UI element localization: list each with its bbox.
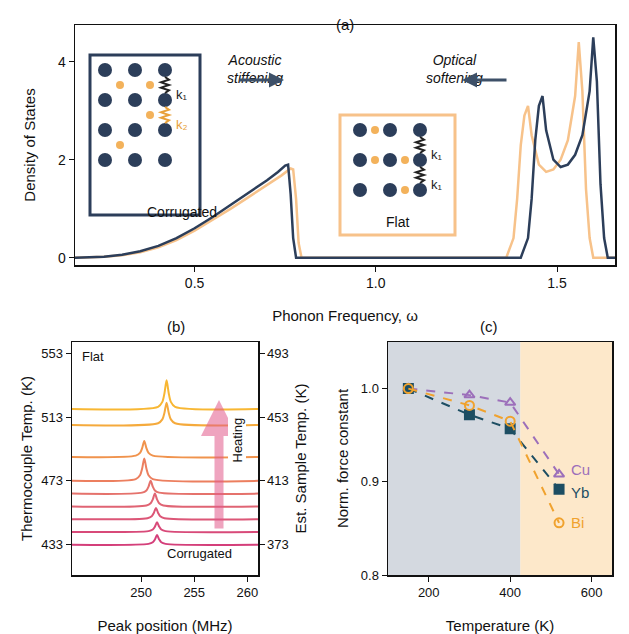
svg-text:Heating: Heating [230, 418, 245, 463]
svg-text:1.5: 1.5 [547, 275, 567, 291]
svg-text:553: 553 [41, 346, 63, 361]
svg-text:2: 2 [58, 152, 66, 168]
svg-text:k₂: k₂ [176, 117, 188, 132]
svg-text:Opticalsoftening: Opticalsoftening [426, 52, 483, 86]
svg-text:Flat: Flat [82, 349, 104, 364]
svg-text:1.0: 1.0 [366, 275, 386, 291]
svg-text:1.0: 1.0 [361, 381, 379, 396]
svg-text:Phonon Frequency, ω: Phonon Frequency, ω [272, 307, 418, 324]
svg-text:493: 493 [267, 346, 289, 361]
svg-text:Temperature (K): Temperature (K) [446, 617, 554, 634]
svg-text:Acousticstiffening: Acousticstiffening [227, 52, 283, 86]
svg-text:373: 373 [267, 537, 289, 552]
svg-text:Yb: Yb [571, 484, 589, 501]
svg-text:Thermocouple Temp. (K): Thermocouple Temp. (K) [18, 376, 35, 541]
svg-text:400: 400 [499, 585, 521, 600]
svg-text:0: 0 [58, 250, 66, 266]
svg-text:Peak position (MHz): Peak position (MHz) [97, 617, 232, 634]
svg-text:473: 473 [41, 473, 63, 488]
svg-text:200: 200 [418, 585, 440, 600]
svg-text:4: 4 [58, 54, 66, 70]
svg-text:k₁: k₁ [431, 177, 443, 192]
svg-text:453: 453 [267, 410, 289, 425]
svg-text:600: 600 [581, 585, 603, 600]
svg-text:k₁: k₁ [176, 87, 188, 102]
svg-text:Density of States: Density of States [21, 88, 38, 201]
svg-text:413: 413 [267, 473, 289, 488]
svg-text:Flat: Flat [386, 214, 409, 230]
svg-text:Norm. force constant: Norm. force constant [334, 388, 351, 528]
svg-text:513: 513 [41, 410, 63, 425]
svg-text:433: 433 [41, 537, 63, 552]
svg-text:(a): (a) [336, 16, 354, 33]
svg-text:Cu: Cu [571, 461, 590, 478]
svg-text:0.9: 0.9 [361, 474, 379, 489]
svg-text:0.8: 0.8 [361, 568, 379, 583]
svg-text:Corrugated: Corrugated [167, 546, 232, 561]
svg-text:Corrugated: Corrugated [147, 204, 217, 220]
svg-text:(b): (b) [167, 318, 185, 335]
svg-text:260: 260 [237, 585, 259, 600]
svg-text:250: 250 [130, 585, 152, 600]
svg-text:Est. Sample Temp. (K): Est. Sample Temp. (K) [292, 384, 309, 534]
svg-text:Bi: Bi [571, 514, 584, 531]
svg-text:255: 255 [183, 585, 205, 600]
svg-text:(c): (c) [480, 318, 498, 335]
svg-text:0.5: 0.5 [185, 275, 205, 291]
svg-text:k₁: k₁ [431, 147, 443, 162]
